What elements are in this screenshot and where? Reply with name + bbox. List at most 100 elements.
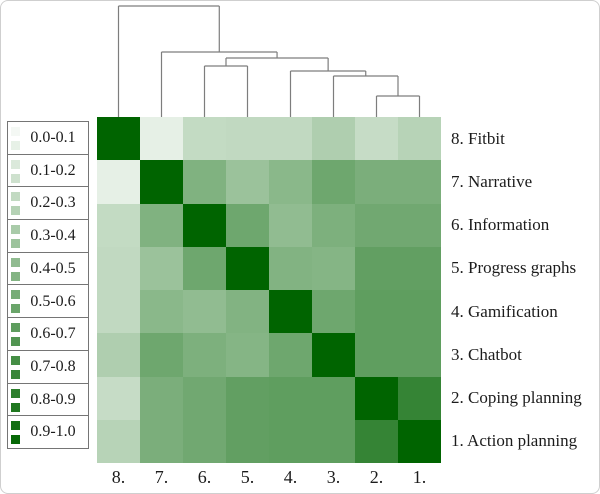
legend-bin-0.1-0.2: 0.1-0.2 [7, 153, 89, 188]
heatmap-cell-7-7 [140, 160, 183, 204]
col-label-8: 8. [111, 467, 126, 487]
heatmap-cell-3-2 [355, 333, 398, 377]
heatmap-cell-8-2 [355, 117, 398, 161]
col-label-6: 6. [197, 467, 212, 487]
heatmap-cell-1-6 [183, 419, 226, 463]
heatmap-cell-8-1 [398, 117, 441, 161]
legend-bin-label: 0.5-0.6 [30, 292, 76, 310]
row-label-8: 8. Fitbit [451, 128, 505, 148]
legend-swatch-icon [11, 127, 20, 136]
legend-bin-label: 0.8-0.9 [30, 390, 76, 408]
legend-bin-label: 0.7-0.8 [30, 357, 76, 375]
heatmap-cell-2-6 [183, 376, 226, 420]
legend-swatch-icon [11, 323, 20, 333]
legend-swatch-icon [11, 159, 20, 169]
legend-swatch-icon [11, 435, 20, 445]
legend-swatch-icon [11, 257, 20, 267]
heatmap-cell-8-3 [312, 117, 355, 161]
heatmap-cell-5-1 [398, 246, 441, 290]
heatmap-cell-8-7 [140, 117, 183, 161]
row-label-6: 6. Information [451, 215, 550, 235]
legend-swatch-icon [11, 290, 20, 300]
heatmap-cell-3-1 [398, 333, 441, 377]
column-labels: 8. 7. 6. 5. 4. 3. 2. 1. [97, 467, 441, 491]
legend-swatch-icon [11, 192, 20, 202]
heatmap-cell-2-3 [312, 376, 355, 420]
heatmap-cell-3-8 [97, 333, 140, 377]
heatmap-cell-1-8 [97, 419, 140, 463]
heatmap-cell-1-1 [398, 419, 441, 463]
heatmap-cell-6-8 [97, 203, 140, 247]
legend-bin-label: 0.6-0.7 [30, 325, 76, 343]
heatmap-cell-1-7 [140, 419, 183, 463]
color-legend: 0.0-0.1 0.1-0.2 0.2-0.3 0.3-0.4 0.4-0.5 0.5-0… [7, 121, 89, 450]
heatmap-cell-1-2 [355, 419, 398, 463]
heatmap-cell-5-3 [312, 246, 355, 290]
legend-bin-0.8-0.9: 0.8-0.9 [7, 382, 89, 417]
legend-bin-label: 0.4-0.5 [30, 259, 76, 277]
heatmap-cell-6-3 [312, 203, 355, 247]
legend-bin-label: 0.3-0.4 [30, 227, 76, 245]
legend-swatch-icon [11, 239, 20, 249]
legend-swatch-icon [11, 141, 20, 150]
heatmap-cell-4-2 [355, 290, 398, 334]
heatmap-cell-8-8 [97, 117, 140, 161]
legend-bin-0.5-0.6: 0.5-0.6 [7, 284, 89, 319]
row-label-1: 1. Action planning [451, 431, 578, 451]
heatmap-cell-8-6 [183, 117, 226, 161]
heatmap-cell-4-7 [140, 290, 183, 334]
heatmap-cell-2-5 [226, 376, 269, 420]
heatmap-cell-2-8 [97, 376, 140, 420]
heatmap-cell-1-5 [226, 419, 269, 463]
legend-swatch-icon [11, 173, 20, 183]
legend-swatch-icon [11, 271, 20, 281]
heatmap-cell-4-6 [183, 290, 226, 334]
heatmap-cell-3-4 [269, 333, 312, 377]
row-label-5: 5. Progress graphs [451, 258, 577, 278]
row-labels: 8. Fitbit 7. Narrative 6. Information 5. Pr… [451, 117, 599, 463]
legend-swatch-icon [11, 355, 20, 365]
heatmap-cell-3-6 [183, 333, 226, 377]
heatmap-cell-6-7 [140, 203, 183, 247]
legend-swatch-icon [11, 337, 20, 347]
heatmap-cell-6-6 [183, 203, 226, 247]
heatmap-cell-3-7 [140, 333, 183, 377]
row-label-2: 2. Coping planning [451, 388, 582, 408]
legend-bin-label: 0.9-1.0 [30, 423, 76, 441]
heatmap-cell-5-6 [183, 246, 226, 290]
legend-bin-label: 0.2-0.3 [30, 194, 76, 212]
heatmap-cell-4-3 [312, 290, 355, 334]
legend-bin-label: 0.1-0.2 [30, 161, 76, 179]
heatmap-cell-5-8 [97, 246, 140, 290]
col-label-2: 2. [369, 467, 384, 487]
col-label-4: 4. [283, 467, 298, 487]
heatmap-cell-5-4 [269, 246, 312, 290]
col-label-5: 5. [240, 467, 255, 487]
heatmap-cell-8-5 [226, 117, 269, 161]
legend-bin-0.4-0.5: 0.4-0.5 [7, 251, 89, 286]
row-label-7: 7. Narrative [451, 171, 533, 191]
legend-swatch-icon [11, 388, 20, 398]
heatmap-cell-7-5 [226, 160, 269, 204]
legend-swatch-icon [11, 369, 20, 379]
heatmap-cell-6-4 [269, 203, 312, 247]
heatmap-cell-3-5 [226, 333, 269, 377]
legend-bin-0.6-0.7: 0.6-0.7 [7, 317, 89, 352]
heatmap-cell-8-4 [269, 117, 312, 161]
heatmap-cell-5-2 [355, 246, 398, 290]
heatmap-cell-5-5 [226, 246, 269, 290]
heatmap-cell-4-1 [398, 290, 441, 334]
heatmap-cell-3-3 [312, 333, 355, 377]
heatmap-cell-2-2 [355, 376, 398, 420]
col-label-7: 7. [154, 467, 169, 487]
heatmap-cell-2-1 [398, 376, 441, 420]
legend-swatch-icon [11, 421, 20, 431]
heatmap-cell-2-7 [140, 376, 183, 420]
correlation-heatmap [97, 117, 441, 463]
legend-bin-label: 0.0-0.1 [30, 129, 76, 147]
legend-bin-0.3-0.4: 0.3-0.4 [7, 219, 89, 254]
heatmap-cell-6-2 [355, 203, 398, 247]
heatmap-cell-7-1 [398, 160, 441, 204]
legend-bin-0.9-1.0: 0.9-1.0 [7, 415, 89, 450]
